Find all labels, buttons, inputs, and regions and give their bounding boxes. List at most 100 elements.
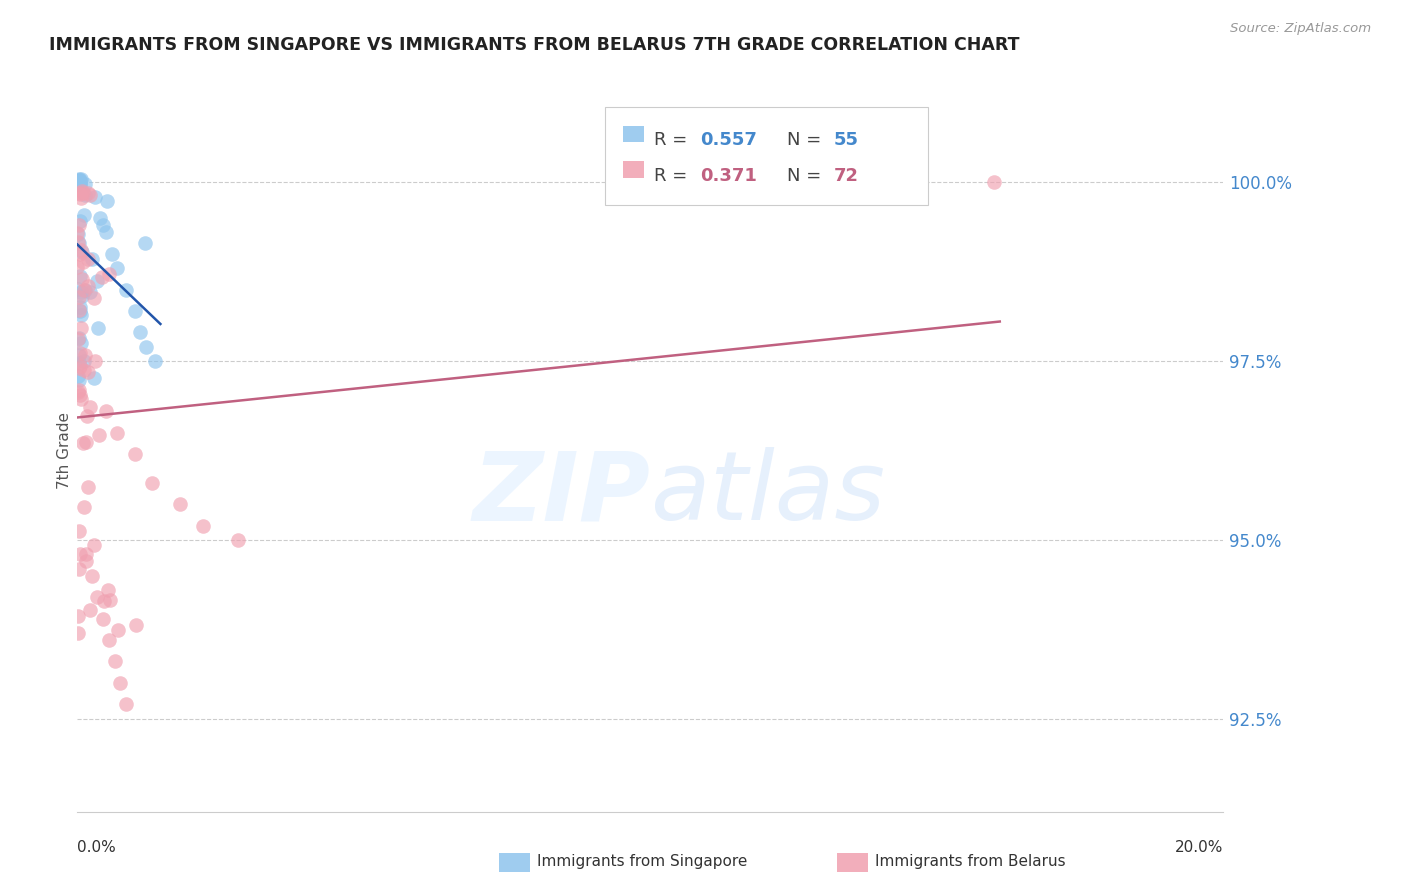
Point — [70, 289, 93, 303]
Point — [129, 326, 152, 340]
Point — [103, 655, 125, 669]
Y-axis label: 7th Grade: 7th Grade — [56, 412, 72, 489]
Point — [69, 214, 91, 228]
Point — [66, 178, 89, 192]
Point — [75, 547, 97, 561]
Point — [70, 321, 93, 335]
Point — [67, 289, 90, 303]
Text: 0.557: 0.557 — [700, 131, 756, 149]
Point — [73, 363, 96, 377]
Point — [69, 187, 91, 202]
Point — [83, 370, 105, 384]
Text: ZIP: ZIP — [472, 447, 651, 541]
Point — [67, 174, 90, 188]
Point — [75, 434, 97, 449]
Point — [115, 283, 138, 297]
Point — [67, 355, 90, 369]
Point — [226, 533, 249, 547]
Text: atlas: atlas — [651, 447, 886, 541]
Point — [69, 244, 91, 258]
Point — [67, 330, 90, 344]
Point — [77, 279, 100, 293]
Point — [66, 235, 89, 250]
Point — [124, 304, 146, 318]
Point — [75, 553, 97, 567]
Point — [169, 497, 191, 511]
Text: IMMIGRANTS FROM SINGAPORE VS IMMIGRANTS FROM BELARUS 7TH GRADE CORRELATION CHART: IMMIGRANTS FROM SINGAPORE VS IMMIGRANTS … — [49, 36, 1019, 54]
Point — [67, 373, 90, 387]
Point — [110, 676, 132, 690]
Point — [67, 524, 90, 538]
Point — [70, 335, 93, 350]
Point — [79, 603, 101, 617]
Point — [69, 304, 91, 318]
Point — [79, 285, 101, 299]
Point — [70, 272, 93, 286]
Point — [69, 178, 91, 192]
Point — [135, 340, 157, 354]
Point — [70, 308, 93, 322]
Point — [69, 247, 91, 261]
Point — [66, 177, 89, 191]
Point — [67, 177, 90, 191]
Point — [66, 174, 89, 188]
Point — [97, 583, 120, 598]
Point — [79, 400, 101, 414]
Point — [193, 518, 215, 533]
Point — [134, 235, 156, 250]
Point — [67, 175, 90, 189]
Point — [125, 618, 148, 632]
Point — [87, 428, 110, 442]
Text: 0.371: 0.371 — [700, 167, 756, 185]
Point — [72, 500, 94, 514]
Text: N =: N = — [787, 131, 827, 149]
Point — [67, 562, 90, 576]
Point — [983, 175, 1005, 189]
Point — [98, 592, 121, 607]
Point — [73, 208, 96, 222]
Point — [107, 425, 129, 440]
Point — [69, 172, 91, 186]
Point — [94, 225, 117, 239]
Point — [69, 388, 91, 402]
Text: R =: R = — [654, 167, 693, 185]
Point — [67, 177, 90, 191]
Point — [67, 235, 90, 250]
Point — [72, 184, 94, 198]
Point — [67, 186, 90, 201]
Point — [73, 284, 96, 298]
Point — [70, 191, 93, 205]
Point — [90, 270, 112, 285]
Point — [67, 172, 90, 186]
Point — [115, 698, 138, 712]
Point — [86, 274, 108, 288]
Text: 20.0%: 20.0% — [1175, 840, 1223, 855]
Point — [70, 392, 93, 406]
Point — [83, 354, 105, 368]
Point — [97, 633, 120, 648]
Text: Immigrants from Belarus: Immigrants from Belarus — [875, 855, 1066, 869]
Point — [86, 590, 108, 604]
Point — [66, 369, 89, 384]
Point — [76, 252, 98, 267]
Point — [107, 624, 129, 638]
Point — [69, 383, 91, 397]
Point — [69, 300, 91, 314]
Point — [67, 348, 90, 362]
Point — [67, 625, 90, 640]
Text: Source: ZipAtlas.com: Source: ZipAtlas.com — [1230, 22, 1371, 36]
Point — [107, 260, 129, 275]
Point — [94, 404, 117, 418]
Point — [72, 284, 94, 298]
Point — [80, 252, 103, 267]
Text: 55: 55 — [834, 131, 859, 149]
Point — [70, 245, 93, 260]
Point — [91, 219, 114, 233]
Point — [66, 175, 89, 189]
Point — [75, 177, 97, 191]
Point — [75, 348, 97, 362]
Point — [87, 320, 110, 334]
Point — [76, 409, 98, 423]
Point — [100, 246, 122, 260]
Point — [141, 475, 163, 490]
